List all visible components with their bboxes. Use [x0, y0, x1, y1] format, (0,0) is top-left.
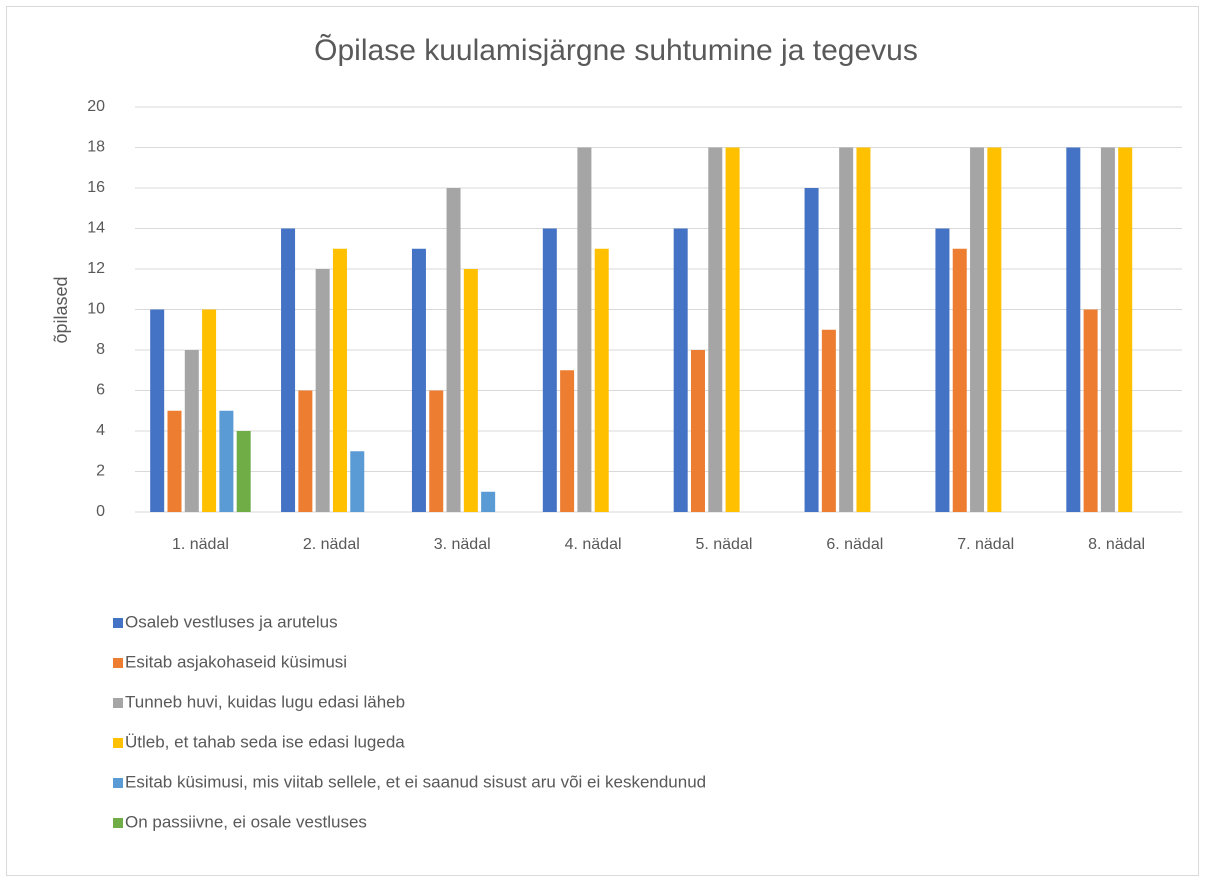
y-tick-label: 18: [87, 139, 105, 156]
x-tick-label: 4. nädal: [565, 536, 622, 553]
y-tick-label: 0: [96, 503, 105, 520]
y-axis-label: õpilased: [51, 276, 71, 343]
bar: [560, 370, 575, 512]
legend-swatch: [113, 618, 123, 628]
bar: [167, 410, 182, 512]
y-tick-label: 6: [96, 382, 105, 399]
bar: [839, 147, 854, 512]
bar: [594, 248, 609, 512]
bar: [542, 228, 557, 512]
bar: [708, 147, 723, 512]
bar: [1118, 147, 1133, 512]
bar: [987, 147, 1002, 512]
y-tick-label: 2: [96, 463, 105, 480]
bar: [298, 390, 313, 512]
x-tick-label: 1. nädal: [172, 536, 229, 553]
bar: [725, 147, 740, 512]
legend-label: Ütleb, et tahab seda ise edasi lugeda: [125, 732, 405, 751]
bar: [315, 269, 330, 512]
x-tick-label: 7. nädal: [957, 536, 1014, 553]
bar: [150, 309, 165, 512]
legend-label: On passiivne, ei osale vestluses: [125, 812, 367, 831]
x-tick-label: 5. nädal: [695, 536, 752, 553]
bar: [804, 188, 819, 512]
x-tick-label: 6. nädal: [826, 536, 883, 553]
x-tick-label: 3. nädal: [434, 536, 491, 553]
bar: [952, 248, 967, 512]
legend-swatch: [113, 778, 123, 788]
bar: [1083, 309, 1098, 512]
bar: [481, 491, 496, 512]
legend-label: Esitab küsimusi, mis viitab sellele, et …: [125, 772, 706, 791]
bar: [970, 147, 985, 512]
chart-title: Õpilase kuulamisjärgne suhtumine ja tege…: [314, 33, 918, 67]
y-tick-label: 14: [87, 220, 105, 237]
bar: [935, 228, 950, 512]
x-tick-label: 8. nädal: [1088, 536, 1145, 553]
bar: [184, 350, 199, 512]
bar: [673, 228, 688, 512]
bar: [350, 451, 365, 512]
bar: [1100, 147, 1115, 512]
bar: [332, 248, 347, 512]
bar: [690, 350, 705, 512]
bar: [281, 228, 296, 512]
y-tick-label: 12: [87, 260, 105, 277]
bar: [202, 309, 217, 512]
bar: [219, 410, 234, 512]
bar: [411, 248, 426, 512]
bar: [856, 147, 871, 512]
bar: [429, 390, 444, 512]
y-tick-label: 4: [96, 422, 105, 439]
bar: [577, 147, 592, 512]
legend-swatch: [113, 818, 123, 828]
bar: [463, 269, 478, 512]
bar: [236, 431, 251, 512]
y-tick-label: 16: [87, 179, 105, 196]
legend-label: Esitab asjakohaseid küsimusi: [125, 652, 347, 671]
bar: [446, 188, 461, 512]
bar: [821, 329, 836, 512]
legend-label: Osaleb vestluses ja arutelus: [125, 612, 338, 631]
y-tick-label: 20: [87, 98, 105, 115]
y-tick-label: 8: [96, 341, 105, 358]
legend-swatch: [113, 738, 123, 748]
bar: [1066, 147, 1081, 512]
y-tick-label: 10: [87, 301, 105, 318]
x-tick-label: 2. nädal: [303, 536, 360, 553]
legend-swatch: [113, 698, 123, 708]
legend-swatch: [113, 658, 123, 668]
legend-label: Tunneb huvi, kuidas lugu edasi läheb: [125, 692, 405, 711]
